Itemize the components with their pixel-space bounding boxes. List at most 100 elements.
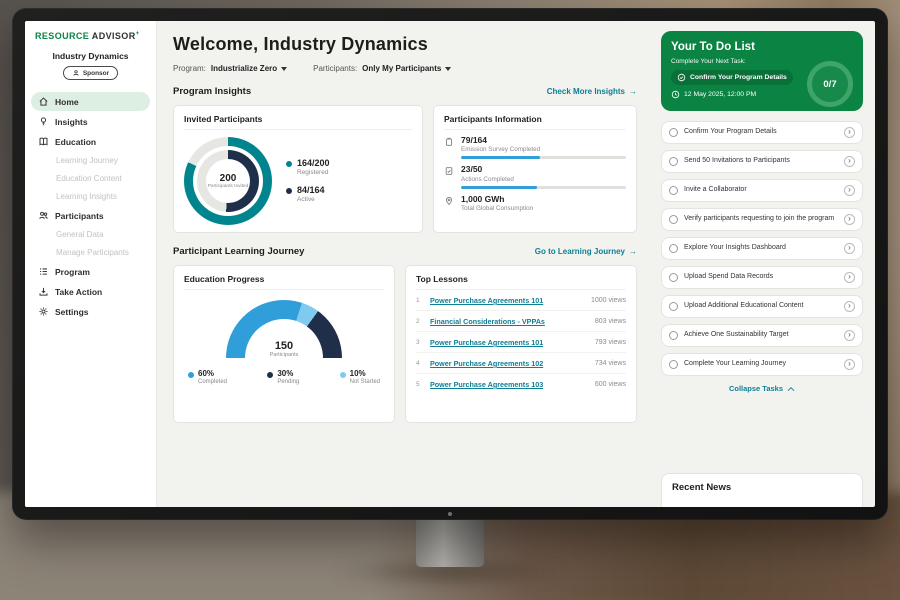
app-logo: RESOURCE ADVISOR+ [25,31,156,41]
task-checkbox[interactable] [669,157,678,166]
logo-advisor: ADVISOR [91,31,136,41]
sidebar-nav: Home Insights Education [25,92,156,321]
education-gauge-center: 150 Participants [269,340,299,359]
task-checkbox[interactable] [669,215,678,224]
invited-count-label: Participants Invited [207,183,249,189]
task-chevron-icon[interactable]: › [844,185,855,196]
task-chevron-icon[interactable]: › [844,156,855,167]
learning-cards-row: Education Progress 150 Participants [173,265,637,423]
sidebar-item-home[interactable]: Home [31,92,150,111]
todo-task-item[interactable]: Achieve One Sustainability Target › [661,324,863,347]
task-chevron-icon[interactable]: › [844,359,855,370]
task-checkbox[interactable] [669,186,678,195]
sidebar-item-learning-journey[interactable]: Learning Journey [31,152,150,169]
task-chevron-icon[interactable]: › [844,214,855,225]
program-filter: Program: Industrialize Zero [173,64,288,73]
monitor-logo-dot [448,512,452,516]
task-checkbox[interactable] [669,244,678,253]
todo-task-item[interactable]: Verify participants requesting to join t… [661,208,863,231]
check-more-insights-link[interactable]: Check More Insights → [546,87,637,96]
top-lessons-card: Top Lessons 1 Power Purchase Agreements … [405,265,637,423]
sidebar-item-insights[interactable]: Insights [31,112,150,131]
task-checkbox[interactable] [669,273,678,282]
participants-select[interactable]: Only My Participants [362,64,452,73]
lesson-link[interactable]: Power Purchase Agreements 103 [430,380,544,389]
monitor: RESOURCE ADVISOR+ Industry Dynamics Spon… [12,8,888,520]
todo-task-item[interactable]: Complete Your Learning Journey › [661,353,863,376]
insights-cards-row: Invited Participants 200 Participants In… [173,105,637,233]
invited-donut-center: 200 Participants Invited [206,159,250,203]
org-name: Industry Dynamics [52,51,129,61]
sidebar-item-learning-insights[interactable]: Learning Insights [31,188,150,205]
todo-task-item[interactable]: Send 50 Invitations to Participants › [661,150,863,173]
recent-news-card: Recent News [661,473,863,507]
program-select[interactable]: Industrialize Zero [211,64,288,73]
nav-label: Education [55,136,97,147]
todo-task-item[interactable]: Invite a Collaborator › [661,179,863,202]
task-chevron-icon[interactable]: › [844,243,855,254]
todo-task-item[interactable]: Upload Additional Educational Content › [661,295,863,318]
sidebar-item-participants[interactable]: Participants [31,206,150,225]
nav-label: Home [55,96,79,107]
sidebar-item-take-action[interactable]: Take Action [31,282,150,301]
invited-legend: 164/200 Registered 84/164 Active [286,158,330,203]
arrow-right-icon: → [629,247,637,256]
arrow-right-icon: → [629,87,637,96]
actions-icon [444,166,454,176]
learning-journey-header: Participant Learning Journey Go to Learn… [173,246,637,257]
actions-progress-fill [461,185,537,189]
sidebar-item-manage-participants[interactable]: Manage Participants [31,244,150,261]
todo-due-date: 12 May 2025, 12:00 PM [671,90,853,99]
insights-icon [38,116,49,127]
sponsor-person-icon [72,69,80,77]
sidebar-item-general-data[interactable]: General Data [31,226,150,243]
todo-next-task[interactable]: Confirm Your Program Details [671,70,793,85]
chevron-up-icon [787,386,795,391]
home-icon [38,96,49,107]
lesson-row: 2 Financial Considerations - VPPAs 803 v… [416,311,626,332]
top-lessons-title: Top Lessons [416,274,626,290]
education-legend: 60% Completed 30% Pending [188,369,380,385]
education-card-title: Education Progress [184,274,384,290]
sidebar-item-education[interactable]: Education [31,132,150,151]
nav-label: Take Action [55,286,103,297]
todo-task-item[interactable]: Explore Your Insights Dashboard › [661,237,863,260]
lesson-link[interactable]: Power Purchase Agreements 101 [430,296,544,305]
legend-dot-completed [188,372,194,378]
task-checkbox[interactable] [669,331,678,340]
todo-task-item[interactable]: Upload Spend Data Records › [661,266,863,289]
lesson-link[interactable]: Financial Considerations - VPPAs [430,317,545,326]
participants-information-card: Participants Information 79/164 Emission… [433,105,637,233]
task-checkbox[interactable] [669,360,678,369]
sidebar-item-education-content[interactable]: Education Content [31,170,150,187]
education-progress-card: Education Progress 150 Participants [173,265,395,423]
emission-survey-row: 79/164 Emission Survey Completed [444,135,626,160]
participants-filter: Participants: Only My Participants [313,64,452,73]
program-icon [38,266,49,277]
sidebar-item-program[interactable]: Program [31,262,150,281]
go-to-learning-journey-link[interactable]: Go to Learning Journey → [534,247,637,256]
task-chevron-icon[interactable]: › [844,330,855,341]
legend-active: 84/164 Active [286,185,330,203]
collapse-tasks-link[interactable]: Collapse Tasks [661,384,863,393]
nav-label: Education Content [56,174,122,183]
nav-label: General Data [56,230,104,239]
lesson-link[interactable]: Power Purchase Agreements 102 [430,359,544,368]
task-checkbox[interactable] [669,302,678,311]
participants-filter-label: Participants: [313,64,358,73]
task-checkbox[interactable] [669,128,678,137]
task-chevron-icon[interactable]: › [844,127,855,138]
legend-dot-registered [286,161,292,168]
todo-task-item[interactable]: Confirm Your Program Details › [661,121,863,144]
lesson-link[interactable]: Power Purchase Agreements 101 [430,338,544,347]
sidebar: RESOURCE ADVISOR+ Industry Dynamics Spon… [25,21,157,507]
invited-count: 200 [219,172,237,184]
sidebar-item-settings[interactable]: Settings [31,302,150,321]
learning-journey-title: Participant Learning Journey [173,246,305,257]
task-chevron-icon[interactable]: › [844,272,855,283]
task-chevron-icon[interactable]: › [844,301,855,312]
todo-task-list: Confirm Your Program Details › Send 50 I… [661,121,863,382]
todo-subtitle: Complete Your Next Task: [671,58,746,65]
nav-label: Learning Journey [56,156,118,165]
